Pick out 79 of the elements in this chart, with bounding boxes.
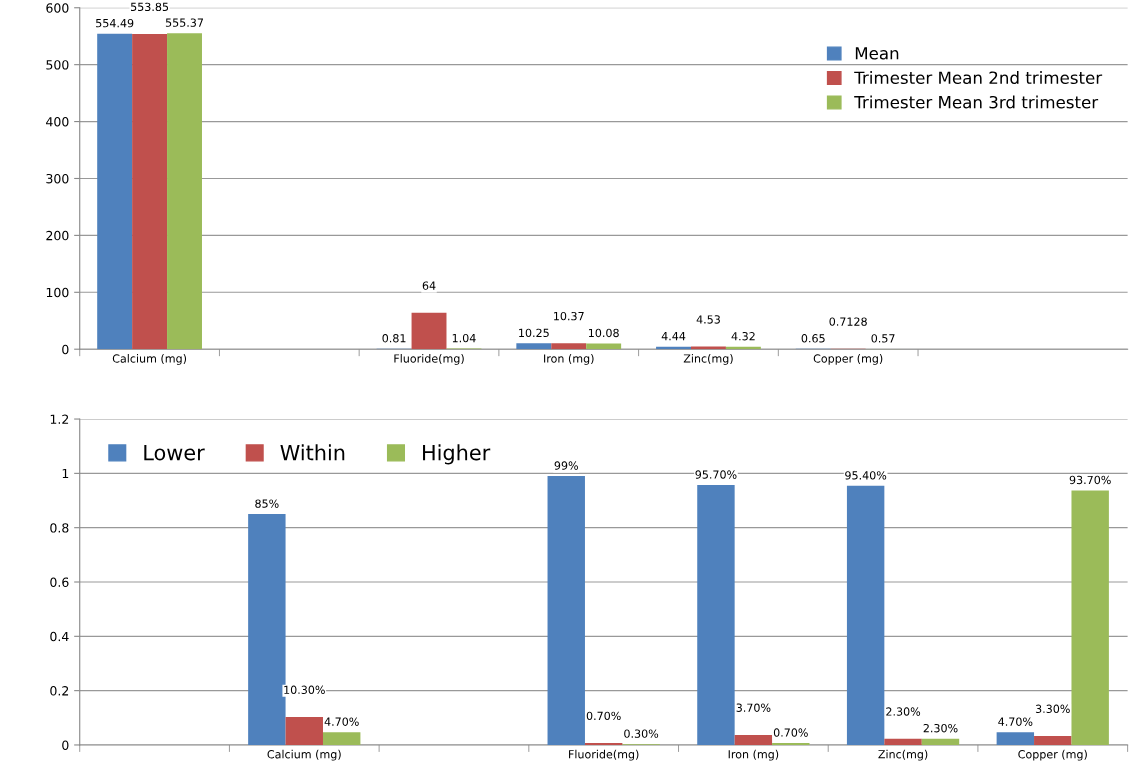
y-tick-label: 0.2: [50, 686, 69, 696]
bar: [996, 732, 1035, 745]
legend-label: Trimester Mean 2nd trimester: [854, 71, 1103, 85]
x-tick-label: Fluoride(mg): [569, 749, 639, 761]
x-tick-label: Copper (mg): [1018, 749, 1087, 761]
data-label: 553.85: [131, 2, 169, 12]
y-tick-label: 200: [46, 230, 69, 241]
bar: [1071, 490, 1109, 745]
bar: [322, 732, 361, 745]
data-label: 0.30%: [624, 729, 659, 738]
data-label: 2.30%: [923, 723, 958, 733]
data-label: 555.37: [165, 18, 204, 27]
bar: [734, 734, 773, 745]
y-tick-label: 1: [62, 469, 69, 479]
legend-label: Lower: [144, 444, 205, 461]
data-label: 0.7128: [829, 317, 867, 326]
x-tick-label: Zinc(mg): [683, 354, 733, 365]
bar: [97, 33, 133, 350]
bar: [516, 343, 552, 350]
y-tick-label: 0.4: [50, 631, 69, 642]
bar: [167, 33, 202, 350]
bar: [248, 514, 286, 745]
bar: [132, 34, 168, 350]
bar: [411, 312, 447, 350]
bar: [551, 343, 587, 350]
y-tick-label: 0: [62, 344, 69, 355]
legend-label: Mean: [855, 47, 899, 60]
y-tick-label: 0.6: [50, 577, 69, 587]
data-label: 10.25: [519, 328, 549, 338]
data-label: 10.37: [554, 311, 584, 321]
legend-label: Within: [280, 444, 345, 461]
data-label: 64: [422, 281, 436, 290]
data-label: 0.65: [801, 334, 825, 343]
y-tick-label: 0: [62, 740, 69, 750]
data-label: 4.44: [661, 332, 686, 341]
data-label: 554.49: [96, 18, 134, 28]
data-label: 2.30%: [886, 707, 921, 716]
bar: [921, 738, 960, 745]
bar: [547, 476, 585, 745]
x-tick-label: Calcium (mg): [112, 354, 187, 365]
data-label: 4.53: [696, 315, 720, 324]
y-tick-label: 1.2: [50, 414, 69, 424]
y-tick-label: 300: [46, 173, 69, 184]
data-label: 10.30%: [284, 685, 325, 694]
bar: [697, 485, 735, 745]
legend-label: Higher: [423, 444, 491, 465]
data-label: 0.81: [382, 334, 406, 343]
bar: [285, 716, 323, 745]
legend-label: Trimester Mean 3rd trimester: [854, 95, 1099, 109]
bar: [586, 343, 622, 350]
data-label: 4.32: [731, 332, 755, 341]
data-label: 93.70%: [1069, 475, 1111, 485]
y-tick-label: 600: [46, 3, 69, 13]
data-label: 99%: [554, 461, 578, 470]
data-label: 95.70%: [695, 470, 737, 479]
x-tick-label: Copper (mg): [813, 354, 883, 365]
x-tick-label: Iron (mg): [544, 354, 594, 365]
data-label: 85%: [255, 499, 279, 508]
y-tick-label: 400: [46, 117, 69, 127]
bar: [1034, 736, 1072, 745]
data-label: 0.57: [871, 334, 895, 343]
data-label: 1.04: [452, 333, 476, 343]
x-tick-label: Zinc(mg): [878, 749, 928, 761]
y-tick-label: 0.8: [50, 523, 69, 533]
bar: [884, 738, 922, 745]
data-label: 0.70%: [586, 711, 621, 721]
data-label: 4.70%: [324, 717, 359, 726]
data-label: 0.70%: [773, 728, 808, 737]
x-tick-label: Fluoride(mg): [394, 354, 464, 365]
bar: [846, 485, 885, 745]
data-label: 95.40%: [845, 471, 887, 480]
y-tick-label: 100: [46, 287, 69, 298]
y-tick-label: 500: [46, 60, 69, 70]
x-tick-label: Iron (mg): [728, 749, 779, 761]
data-label: 10.08: [588, 328, 619, 338]
data-label: 3.30%: [1035, 704, 1070, 714]
data-label: 3.70%: [736, 703, 771, 712]
x-tick-label: Calcium (mg): [267, 749, 341, 761]
data-label: 4.70%: [998, 717, 1033, 726]
